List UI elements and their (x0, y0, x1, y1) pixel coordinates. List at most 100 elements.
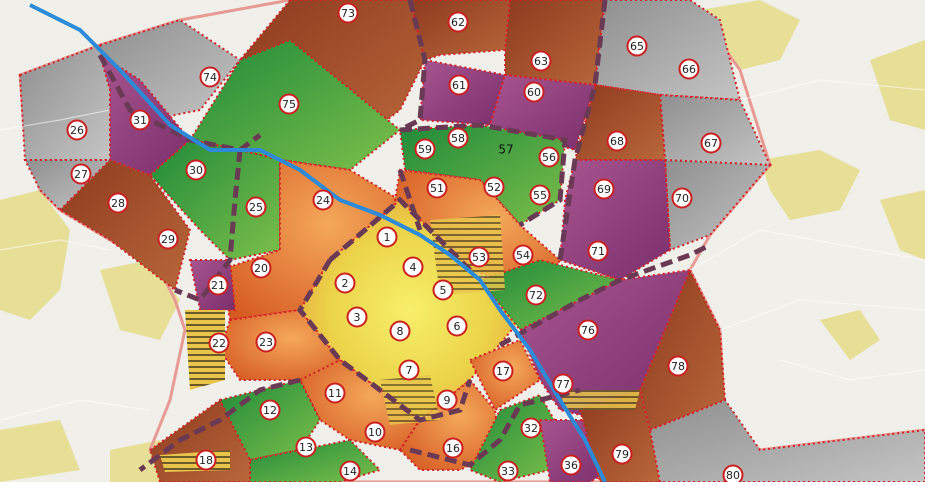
zone-label-circle (324, 382, 346, 404)
zone-number: 11 (328, 387, 342, 400)
zone-label-circle (520, 417, 542, 439)
zone-label-76: 76 (577, 319, 599, 341)
zone-label-circle (312, 189, 334, 211)
zone-label-21: 21 (207, 274, 229, 296)
zone-number: 72 (529, 289, 543, 302)
zone-label-4: 4 (402, 256, 424, 278)
zone-number: 21 (211, 279, 225, 292)
zone-label-circle (107, 192, 129, 214)
zone-label-12: 12 (259, 399, 281, 421)
zone-label-17: 17 (492, 360, 514, 382)
zone-label-circle (414, 138, 436, 160)
zone-number: 8 (397, 325, 404, 338)
zone-number: 32 (524, 422, 538, 435)
zone-number: 25 (249, 201, 263, 214)
zone-label-36: 36 (560, 454, 582, 476)
zone-label-14: 14 (339, 460, 361, 482)
zone-label-circle (442, 437, 464, 459)
zone-label-79: 79 (611, 443, 633, 465)
zone-label-circle (446, 315, 468, 337)
zone-label-circle (468, 246, 490, 268)
zone-label-circle (447, 127, 469, 149)
zone-number: 66 (682, 63, 696, 76)
zone-number: 9 (444, 394, 451, 407)
zone-label-circle (346, 306, 368, 328)
zone-label-circle (398, 359, 420, 381)
zone-label-70: 70 (671, 187, 693, 209)
zone-label-1: 1 (376, 226, 398, 248)
zone-label-75: 75 (278, 93, 300, 115)
zone-label-28: 28 (107, 192, 129, 214)
zone-label-circle (530, 50, 552, 72)
zone-label-circle (259, 399, 281, 421)
zone-number: 4 (410, 261, 417, 274)
zone-number: 28 (111, 197, 125, 210)
zone-number: 55 (533, 189, 547, 202)
zone-label-31: 31 (129, 109, 151, 131)
zone-label-25: 25 (245, 196, 267, 218)
zone-label-circle (448, 74, 470, 96)
zone-label-circle (552, 373, 574, 395)
zone-label-circle (560, 454, 582, 476)
zone-number: 23 (259, 336, 273, 349)
zone-label-62: 62 (447, 11, 469, 33)
zone-label-circle (245, 196, 267, 218)
road-network (0, 79, 925, 421)
zone-number: 51 (430, 182, 444, 195)
zone-label-73: 73 (337, 2, 359, 24)
zone-label-18: 18 (195, 449, 217, 471)
zone-label-circle (295, 436, 317, 458)
zone-number: 5 (440, 284, 447, 297)
zone-label-circle (538, 146, 560, 168)
zone-number: 2 (342, 277, 349, 290)
zone-number: 78 (671, 360, 685, 373)
zone-number: 53 (472, 251, 486, 264)
zone-number: 70 (675, 192, 689, 205)
zone-label-53: 53 (468, 246, 490, 268)
zone-label-6: 6 (446, 315, 468, 337)
zone-label-74: 74 (199, 66, 221, 88)
zone-number: 6 (454, 320, 461, 333)
zone-number: 1 (384, 231, 391, 244)
zone-label-circle (339, 460, 361, 482)
zone-label-67: 67 (700, 132, 722, 154)
zone-number: 74 (203, 71, 217, 84)
zone-label-9: 9 (436, 389, 458, 411)
zone-label-56: 56 (538, 146, 560, 168)
zone-label-10: 10 (364, 421, 386, 443)
zone-label-57: 57 (498, 143, 513, 157)
zone-label-63: 63 (530, 50, 552, 72)
zone-label-55: 55 (529, 184, 551, 206)
zone-number: 13 (299, 441, 313, 454)
zone-label-80: 80 (722, 464, 744, 482)
zone-label-circle (278, 93, 300, 115)
zone-label-51: 51 (426, 177, 448, 199)
zone-number: 22 (212, 337, 226, 350)
zone-number: 73 (341, 7, 355, 20)
zone-label-circle (606, 130, 628, 152)
zone-label-circle (129, 109, 151, 131)
zone-label-2: 2 (334, 272, 356, 294)
zone-label-circle (525, 284, 547, 306)
zone-label-33: 33 (497, 460, 519, 482)
zone-label-11: 11 (324, 382, 346, 404)
zone-label-22: 22 (208, 332, 230, 354)
zone-number: 14 (343, 465, 357, 478)
zone-label-8: 8 (389, 320, 411, 342)
zone-label-3: 3 (346, 306, 368, 328)
zone-label-circle (376, 226, 398, 248)
zone-label-circle (208, 332, 230, 354)
zone-label-circle (402, 256, 424, 278)
district-boundaries (97, 0, 712, 472)
zone-label-circle (337, 2, 359, 24)
zone-number: 80 (726, 469, 740, 482)
zone-label-circle (512, 244, 534, 266)
zone-label-52: 52 (483, 176, 505, 198)
zone-label-circle (436, 389, 458, 411)
zone-label-circle (671, 187, 693, 209)
zone-label-circle (667, 355, 689, 377)
zone-label-24: 24 (312, 189, 334, 211)
zone-number: 54 (516, 249, 530, 262)
zone-number: 60 (527, 86, 541, 99)
